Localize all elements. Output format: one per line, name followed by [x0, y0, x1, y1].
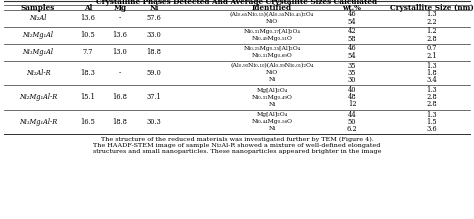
Text: 35: 35	[348, 62, 356, 70]
Text: 37.1: 37.1	[146, 93, 161, 101]
Text: Mg[Al]₂O₄: Mg[Al]₂O₄	[256, 112, 288, 117]
Text: Crystallite Size (nm): Crystallite Size (nm)	[390, 4, 474, 12]
Text: 7.7: 7.7	[83, 48, 93, 56]
Text: 46: 46	[348, 10, 356, 18]
Text: (Al₀.₆₅Ni₀.₁₅)(Al₀.₅₅Ni₀.₄₅)₂O₄: (Al₀.₆₅Ni₀.₁₅)(Al₀.₅₅Ni₀.₄₅)₂O₄	[230, 12, 314, 17]
Text: 3.4: 3.4	[427, 76, 438, 84]
Text: 35: 35	[348, 69, 356, 77]
Text: Mg: Mg	[113, 4, 127, 12]
Text: Ni₀.₃₁Mg₀.₁₇[Al]₂O₄: Ni₀.₃₁Mg₀.₁₇[Al]₂O₄	[244, 29, 301, 34]
Text: 1.3: 1.3	[427, 111, 438, 118]
Text: Crystalline Phases Detected And Average Crystallite Sizes Calculated: Crystalline Phases Detected And Average …	[96, 0, 378, 6]
Text: 1.5: 1.5	[427, 118, 438, 126]
Text: 0.7: 0.7	[427, 44, 437, 52]
Text: NiO: NiO	[266, 70, 278, 75]
Text: 40: 40	[348, 86, 356, 94]
Text: 16.8: 16.8	[112, 93, 128, 101]
Text: 18.8: 18.8	[112, 118, 128, 126]
Text: 30: 30	[348, 76, 356, 84]
Text: Ni₀.₃₁Mg₀.₆₉O: Ni₀.₃₁Mg₀.₆₉O	[252, 53, 292, 58]
Text: 33.0: 33.0	[146, 31, 161, 39]
Text: 1.3: 1.3	[427, 10, 438, 18]
Text: Ni₁Mg₁Al: Ni₁Mg₁Al	[22, 48, 54, 56]
Text: 2.8: 2.8	[427, 35, 438, 43]
Text: 42: 42	[348, 27, 356, 35]
Text: 13.0: 13.0	[113, 48, 128, 56]
Text: 46: 46	[348, 44, 356, 52]
Text: 16.5: 16.5	[81, 118, 95, 126]
Text: The HAADF-STEM image of sample Ni₂Al-R showed a mixture of well-defined elongate: The HAADF-STEM image of sample Ni₂Al-R s…	[93, 143, 381, 148]
Text: Ni: Ni	[268, 126, 275, 131]
Text: -: -	[119, 14, 121, 22]
Text: 2.2: 2.2	[427, 18, 438, 26]
Text: Samples: Samples	[21, 4, 55, 12]
Text: structures and small nanoparticles. These nanoparticles appeared brighter in the: structures and small nanoparticles. Thes…	[93, 149, 381, 154]
Text: Identified: Identified	[252, 4, 292, 12]
Text: Ni₂Mg₁Al-R: Ni₂Mg₁Al-R	[19, 93, 57, 101]
Text: Ni₀.₄₄Mg₀.₅₆O: Ni₀.₄₄Mg₀.₅₆O	[252, 119, 292, 124]
Text: 13.6: 13.6	[81, 14, 95, 22]
Text: 15.1: 15.1	[81, 93, 95, 101]
Text: The structure of the reduced materials was investigated further by TEM (Figure 4: The structure of the reduced materials w…	[100, 137, 374, 142]
Text: 1.8: 1.8	[427, 69, 438, 77]
Text: 1.3: 1.3	[427, 86, 438, 94]
Text: 57.6: 57.6	[146, 14, 161, 22]
Text: 18.3: 18.3	[81, 69, 95, 77]
Text: -: -	[119, 69, 121, 77]
Text: 50: 50	[348, 118, 356, 126]
Text: Ni: Ni	[268, 78, 275, 82]
Text: NiO: NiO	[266, 19, 278, 24]
Text: 6.2: 6.2	[346, 125, 357, 133]
Text: 18.8: 18.8	[146, 48, 162, 56]
Text: Ni₂Mg₁Al: Ni₂Mg₁Al	[22, 31, 54, 39]
Text: 10.5: 10.5	[81, 31, 95, 39]
Text: 1.3: 1.3	[427, 62, 438, 70]
Text: 59.0: 59.0	[146, 69, 161, 77]
Text: Ni₀.₃₁Mg₀.₄₉O: Ni₀.₃₁Mg₀.₄₉O	[252, 95, 292, 100]
Text: 1.2: 1.2	[427, 27, 438, 35]
Text: Ni₂Al: Ni₂Al	[29, 14, 46, 22]
Text: 48: 48	[348, 93, 356, 101]
Text: Ni₀.₂₅Mg₀.₂₅[Al]₂O₄: Ni₀.₂₅Mg₀.₂₅[Al]₂O₄	[243, 46, 301, 51]
Text: Mg[Al]₂O₄: Mg[Al]₂O₄	[256, 88, 288, 93]
Text: 2.8: 2.8	[427, 101, 438, 108]
Text: Ni₀.₄₉Mg₀.₅₁O: Ni₀.₄₉Mg₀.₅₁O	[252, 36, 292, 41]
Text: Ni: Ni	[149, 4, 159, 12]
Text: 2.8: 2.8	[427, 93, 438, 101]
Text: Ni₂Al-R: Ni₂Al-R	[26, 69, 50, 77]
Text: wt.%: wt.%	[343, 4, 362, 12]
Text: 13.6: 13.6	[112, 31, 128, 39]
Text: 58: 58	[348, 35, 356, 43]
Text: (Al₀.₉₀Ni₀.₁₀)(Al₀.₉₉Ni₀.₀₁)₂O₄: (Al₀.₉₀Ni₀.₁₀)(Al₀.₉₉Ni₀.₀₁)₂O₄	[230, 63, 314, 68]
Text: Al: Al	[84, 4, 92, 12]
Text: 12: 12	[348, 101, 356, 108]
Text: Ni₁Mg₁Al-R: Ni₁Mg₁Al-R	[19, 118, 57, 126]
Text: 44: 44	[347, 111, 356, 118]
Text: 54: 54	[348, 52, 356, 60]
Text: 30.3: 30.3	[146, 118, 161, 126]
Text: Ni: Ni	[268, 102, 275, 107]
Text: 2.1: 2.1	[427, 52, 438, 60]
Text: 54: 54	[348, 18, 356, 26]
Text: 3.6: 3.6	[427, 125, 438, 133]
